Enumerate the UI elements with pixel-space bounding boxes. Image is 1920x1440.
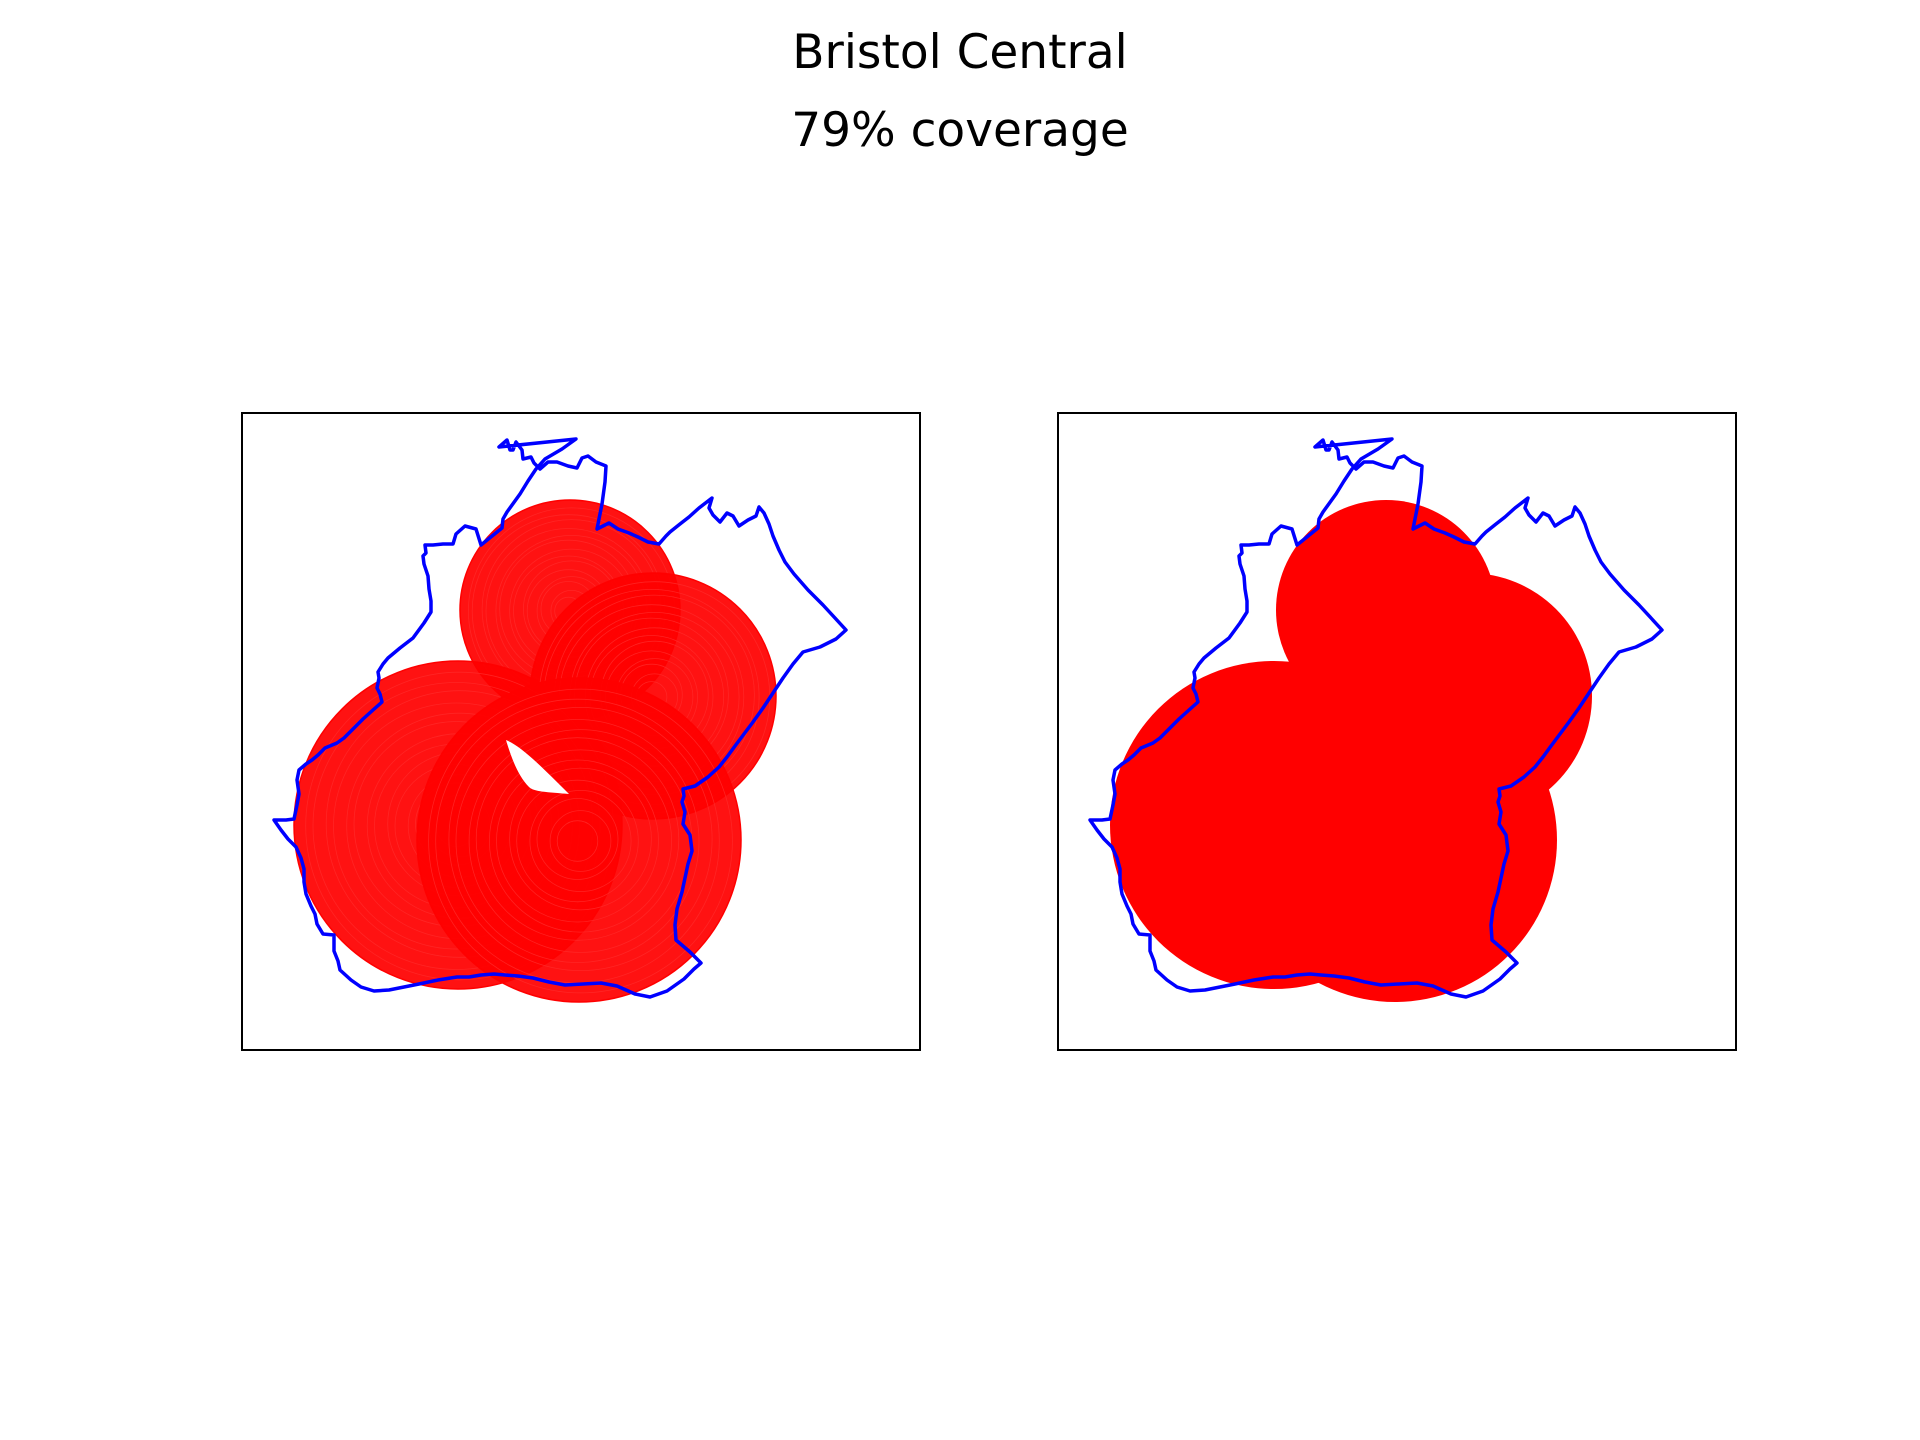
coverage-ring (448, 706, 713, 972)
coverage-ring-group-4 (416, 677, 742, 1003)
figure-title: Bristol Central (792, 25, 1128, 80)
coverage-circle-4 (1233, 678, 1557, 1002)
coverage-ring (556, 820, 599, 862)
map-panel-left (241, 412, 921, 1051)
coverage-ring (496, 759, 659, 923)
coverage-ring (428, 688, 733, 994)
coverage-ring (475, 737, 680, 941)
figure-title-block: Bristol Central 79% coverage (0, 14, 1920, 170)
coverage-ring-edge (416, 677, 742, 1003)
coverage-subtitle: 79% coverage (791, 103, 1129, 158)
coverage-ring (529, 789, 632, 892)
map-panel-right (1057, 412, 1737, 1051)
coverage-ring (549, 810, 612, 872)
coverage-ring (488, 749, 672, 933)
coverage-ring (509, 767, 652, 911)
constituency-boundary (1088, 437, 1664, 999)
constituency-boundary (272, 437, 848, 999)
coverage-rings-layer (293, 499, 777, 1003)
map-left-svg (272, 437, 848, 1003)
coverage-fill-layer (1110, 500, 1592, 1002)
uncovered-gap (506, 740, 569, 794)
map-right-svg (1088, 437, 1664, 1002)
coverage-disc (417, 678, 741, 1002)
coverage-ring (455, 719, 700, 963)
coverage-ring (536, 798, 619, 880)
coverage-ring (516, 779, 639, 903)
